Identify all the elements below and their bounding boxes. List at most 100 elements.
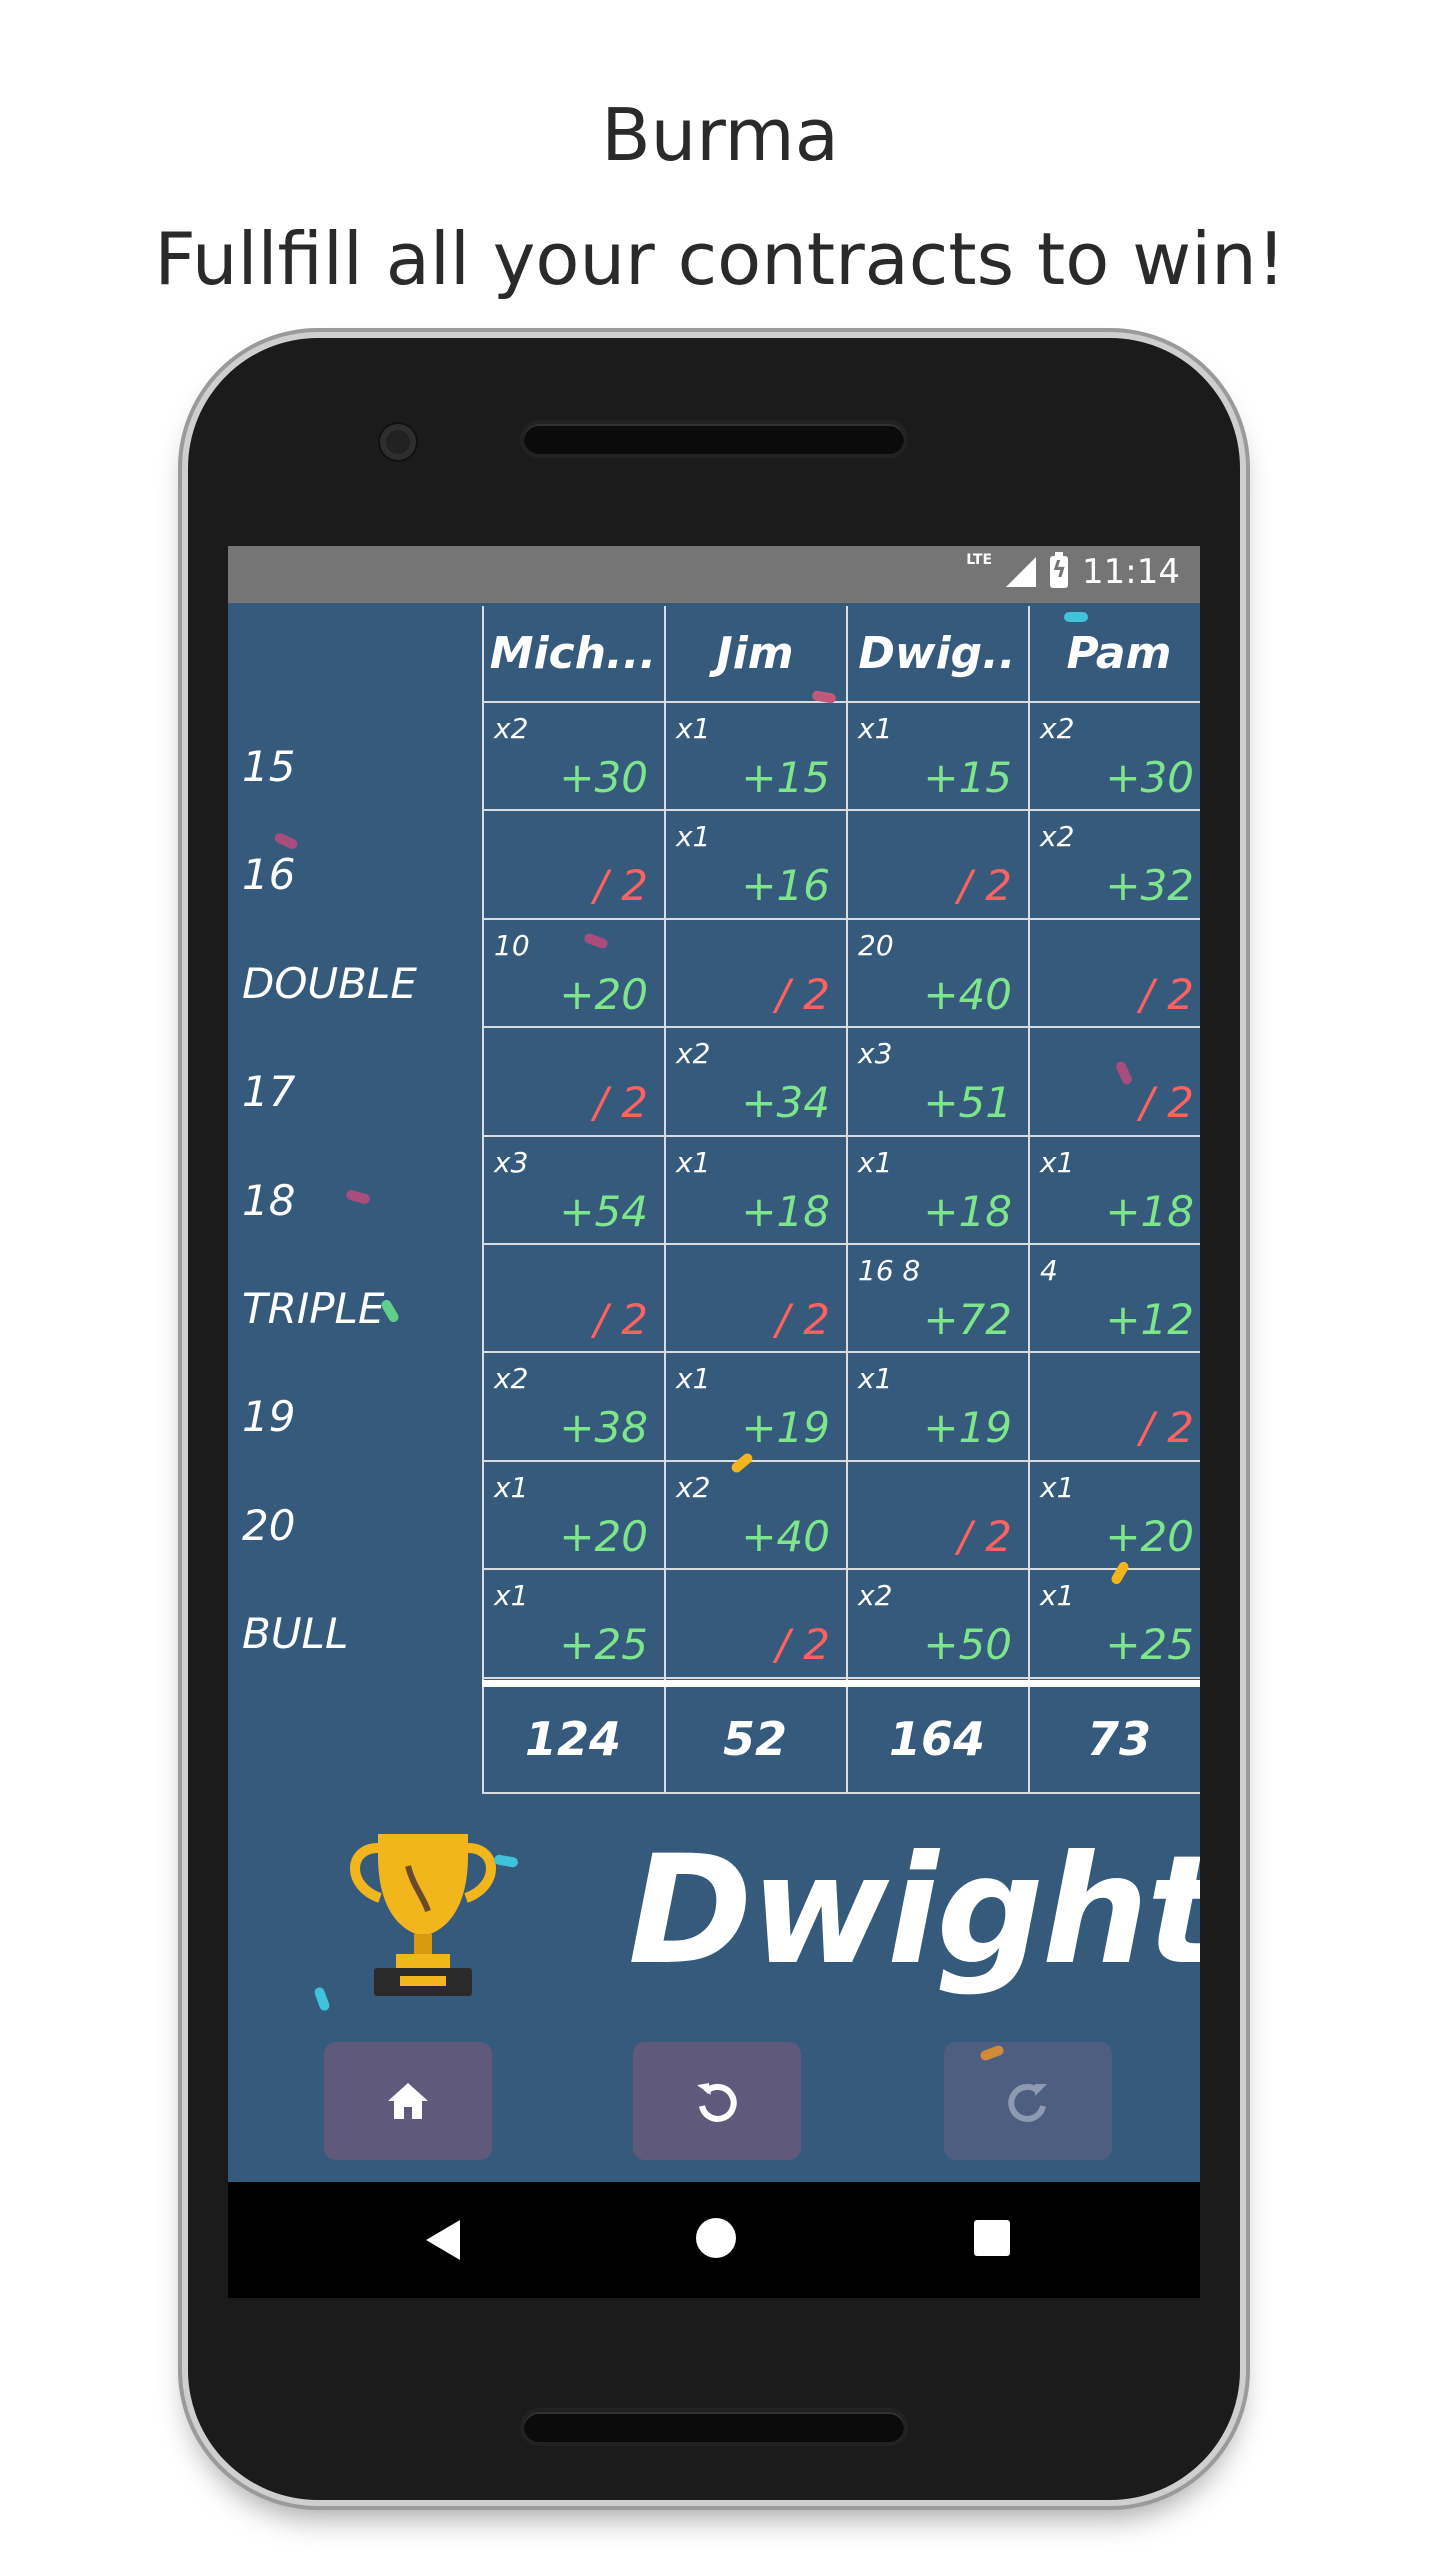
cell-multiplier: x1 (1040, 1145, 1075, 1179)
score-cell[interactable]: 10 +20 (482, 919, 664, 1027)
cell-multiplier: 16 8 (858, 1254, 921, 1287)
cell-score: +18 (741, 1186, 830, 1236)
cell-multiplier: 4 (1040, 1254, 1058, 1287)
score-cell[interactable]: / 2 (1028, 1352, 1200, 1460)
promo-title: Burma (601, 93, 839, 177)
player-header[interactable]: Mich... (489, 628, 657, 679)
score-cell[interactable]: 20 +40 (846, 919, 1028, 1027)
grid-line (664, 606, 666, 1792)
score-cell[interactable]: / 2 (1028, 919, 1200, 1027)
cell-multiplier: 20 (858, 928, 894, 962)
score-cell[interactable]: x2 +50 (846, 1569, 1028, 1677)
score-cell[interactable]: / 2 (482, 1244, 664, 1352)
score-cell[interactable]: / 2 (482, 810, 664, 918)
row-label: 15 (242, 742, 296, 791)
grid-line (482, 701, 1200, 703)
score-cell[interactable]: x1 +15 (846, 702, 1028, 810)
score-cell[interactable]: x1 +20 (1028, 1461, 1200, 1569)
home-circle-icon[interactable] (696, 2218, 736, 2258)
recents-icon[interactable] (974, 2220, 1010, 2256)
cell-score: +25 (1105, 1620, 1194, 1670)
cell-score: +54 (559, 1186, 648, 1236)
player-total: 73 (1086, 1711, 1151, 1766)
cell-score: +18 (923, 1186, 1012, 1236)
score-cell[interactable]: x2 +30 (1028, 702, 1200, 810)
score-cell[interactable]: x1 +18 (664, 1136, 846, 1244)
undo-button[interactable] (633, 2042, 801, 2160)
phone-volume-button (1238, 1040, 1248, 1200)
cell-multiplier: x3 (494, 1145, 529, 1179)
score-cell[interactable]: / 2 (482, 1027, 664, 1135)
score-cell[interactable]: x1 +19 (846, 1352, 1028, 1460)
score-cell[interactable]: x1 +19 (664, 1352, 846, 1460)
score-cell[interactable]: x1 +16 (664, 810, 846, 918)
cell-score: +15 (741, 753, 830, 802)
trophy-icon (350, 1834, 496, 1996)
promo-subtitle: Fullfill all your contracts to win! (154, 217, 1286, 301)
player-header[interactable]: Pam (1066, 628, 1172, 679)
score-cell[interactable]: x1 +20 (482, 1461, 664, 1569)
score-cell[interactable]: x1 +18 (1028, 1136, 1200, 1244)
player-header[interactable]: Dwig.. (858, 628, 1016, 679)
redo-button[interactable] (944, 2042, 1112, 2160)
cell-score: +40 (923, 969, 1012, 1019)
score-cell[interactable]: / 2 (846, 1461, 1028, 1569)
confetti-piece (273, 831, 299, 851)
cell-score: / 2 (1139, 969, 1194, 1019)
top-speaker (524, 424, 904, 454)
grid-line (482, 1676, 1200, 1679)
cell-score: +40 (741, 1511, 830, 1561)
score-cell[interactable]: / 2 (664, 919, 846, 1027)
cell-score: +34 (741, 1078, 830, 1128)
score-cell[interactable]: x2 +34 (664, 1027, 846, 1135)
android-nav-bar (228, 2182, 1200, 2298)
score-cell[interactable]: x2 +30 (482, 702, 664, 810)
back-icon[interactable] (426, 2220, 460, 2260)
score-cell[interactable]: x3 +54 (482, 1136, 664, 1244)
player-total: 164 (888, 1711, 986, 1766)
row-label: 18 (242, 1175, 296, 1225)
signal-icon (1006, 557, 1037, 587)
battery-icon (1050, 552, 1069, 588)
score-cell[interactable]: / 2 (664, 1244, 846, 1352)
cell-multiplier: x1 (494, 1470, 529, 1504)
player-total: 52 (722, 1711, 787, 1766)
score-cell[interactable]: / 2 (1028, 1027, 1200, 1135)
score-cell[interactable]: x1 +15 (664, 702, 846, 810)
score-cell[interactable]: x2 +38 (482, 1352, 664, 1460)
cell-score: +20 (559, 1511, 648, 1561)
grid-line (482, 1243, 1200, 1245)
cell-score: +50 (923, 1620, 1012, 1670)
cell-multiplier: x1 (676, 1145, 711, 1179)
score-cell[interactable]: x1 +25 (1028, 1569, 1200, 1677)
score-cell[interactable]: x2 +32 (1028, 810, 1200, 918)
confetti-piece (345, 1189, 371, 1205)
player-header[interactable]: Jim (716, 628, 794, 679)
cell-score: +19 (741, 1403, 830, 1453)
score-cell[interactable]: 4 +12 (1028, 1244, 1200, 1352)
cell-score: / 2 (593, 861, 648, 911)
score-cell[interactable]: x1 +18 (846, 1136, 1028, 1244)
score-cell[interactable]: / 2 (846, 810, 1028, 918)
score-cell[interactable]: / 2 (664, 1569, 846, 1677)
score-cell[interactable]: x2 +40 (664, 1461, 846, 1569)
cell-score: +19 (923, 1403, 1012, 1453)
cell-multiplier: x1 (676, 712, 711, 745)
cell-score: +30 (1105, 753, 1194, 802)
app-screen: LTE 11:14 Mich... Jim Dwig.. Pam 15 x2 +30 x1 +1… (228, 546, 1200, 2298)
score-cell[interactable]: x1 +25 (482, 1569, 664, 1677)
score-cell[interactable]: 16 8 +72 (846, 1244, 1028, 1352)
cell-multiplier: x1 (494, 1579, 529, 1613)
grid-line (482, 1026, 1200, 1029)
cell-score: / 2 (775, 969, 830, 1019)
cell-multiplier: x2 (1040, 712, 1075, 745)
cell-multiplier: x2 (494, 712, 529, 745)
cell-multiplier: 10 (494, 928, 530, 962)
grid-line (846, 606, 848, 1792)
home-button[interactable] (324, 2042, 492, 2160)
score-cell[interactable]: x3 +51 (846, 1027, 1028, 1135)
cell-score: +25 (559, 1620, 648, 1670)
row-label: TRIPLE (242, 1284, 385, 1333)
cell-multiplier: x2 (676, 1470, 711, 1504)
phone-frame: LTE 11:14 Mich... Jim Dwig.. Pam 15 x2 +30 x1 +1… (188, 338, 1240, 2500)
